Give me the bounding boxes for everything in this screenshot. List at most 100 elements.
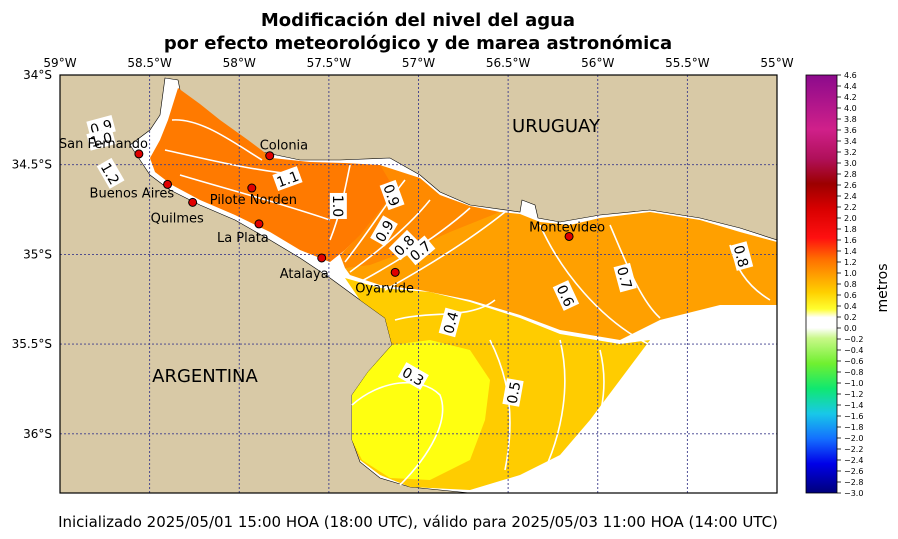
contour-label-bg [86, 127, 116, 151]
colorbar-tick-label: −1.4 [844, 401, 863, 410]
colorbar-tick-label: 2.0 [844, 214, 857, 223]
colorbar-tick-label: 4.4 [844, 82, 857, 91]
contour-label: 1.1 [272, 166, 303, 192]
colorbar-scale [805, 74, 838, 494]
contour-label-bg [96, 157, 125, 189]
colorbar-tick-label: −0.6 [844, 357, 863, 366]
x-tick-label: 57°W [402, 56, 435, 70]
contour-label-text: 0.5 [505, 380, 525, 405]
map-frame [59, 74, 778, 494]
colorbar-ticks: 4.6 4.4 4.2 4.0 3.8 3.6 3.4 3.2 3.0 2.8 2.6 2.4 2.2 2… [837, 71, 863, 498]
colorbar-tick-label: −2.2 [844, 445, 863, 454]
colorbar-tick-label: 0.0 [844, 324, 857, 333]
colorbar-tick-label: −2.4 [844, 456, 863, 465]
colorbar-tick-label: −1.6 [844, 412, 863, 421]
y-tick-label: 36°S [23, 427, 52, 441]
x-tick-label: 56.5°W [486, 56, 531, 70]
colorbar-tick-label: 1.2 [844, 258, 857, 267]
x-tick-label: 55.5°W [665, 56, 710, 70]
contour-label: 0.5 [502, 378, 524, 407]
contour-label: 0.4 [438, 307, 462, 338]
contour-label-bg [552, 280, 580, 311]
colorbar-tick-label: 2.8 [844, 170, 857, 179]
contour-label-text: 0.9 [379, 182, 402, 208]
station-marker [188, 197, 198, 207]
station-label: Oyarvide [355, 281, 414, 296]
x-tick-label: 58.5°W [127, 56, 172, 70]
colorbar-tick-label: 0.4 [844, 302, 857, 311]
x-tick-label: 56°W [581, 56, 614, 70]
contour-label-text: 1.1 [275, 169, 301, 192]
colorbar-tick-label: −2.8 [844, 478, 863, 487]
contour-label-bg [329, 192, 347, 219]
y-axis-ticks: 34°S 34.5°S 35°S 35.5°S 36°S [12, 68, 52, 441]
colorbar-tick-label: 1.8 [844, 225, 857, 234]
region-label-argentina: ARGENTINA [152, 366, 258, 387]
colorbar-tick-label: 2.6 [844, 181, 857, 190]
contour-label-bg [438, 307, 462, 338]
y-tick-label: 35.5°S [12, 337, 52, 351]
station-marker [265, 151, 275, 161]
chart-title-line1: Modificación del nivel del agua [261, 10, 575, 31]
station-label: Montevideo [529, 220, 605, 235]
x-tick-label: 59°W [43, 56, 76, 70]
station-label: Quilmes [151, 211, 204, 226]
field-mid-high [340, 165, 500, 272]
colorbar: 4.6 4.4 4.2 4.0 3.8 3.6 3.4 3.2 3.0 2.8 2.6 2.4 2.2 2… [805, 71, 891, 498]
contour-label: 1.0 [86, 127, 116, 151]
colorbar-tick-label: 4.2 [844, 93, 857, 102]
station-marker [163, 179, 173, 189]
colorbar-tick-label: 3.8 [844, 115, 857, 124]
station-marker [254, 219, 264, 229]
contour-label-bg [730, 241, 754, 271]
gridlines [60, 75, 777, 493]
colorbar-tick-label: 1.4 [844, 247, 857, 256]
station-marker [247, 183, 257, 193]
colorbar-tick-label: 3.0 [844, 159, 857, 168]
colorbar-tick-label: 4.0 [844, 104, 857, 113]
x-axis-ticks: 59°W 58.5°W 58°W 57.5°W 57°W 56.5°W 56°W 55.5°W… [43, 56, 793, 70]
station-label: La Plata [217, 231, 269, 246]
field-low [352, 340, 490, 480]
station-label: Buenos Aires [90, 186, 175, 201]
contour-label-bg [613, 262, 637, 293]
colorbar-tick-label: −1.2 [844, 390, 863, 399]
colorbar-tick-label: 4.6 [844, 71, 857, 80]
colorbar-label: metros [875, 263, 891, 312]
colorbar-tick-label: −0.8 [844, 368, 863, 377]
map-panel: 0.91.01.2 1.11.0 0.90.90.80.70.60.70.80.40… [59, 75, 777, 493]
colorbar-tick-label: 1.6 [844, 236, 857, 245]
stations: San Fernando Buenos Aires Quilmes Pilote No… [59, 137, 605, 296]
station-label: San Fernando [59, 137, 148, 152]
colorbar-tick-label: −3.0 [844, 489, 863, 498]
y-tick-label: 35°S [23, 247, 52, 261]
station-label: Colonia [260, 139, 308, 154]
station-label: Pilote Norden [210, 193, 297, 208]
y-tick-label: 34°S [23, 68, 52, 82]
colorbar-tick-label: 3.4 [844, 137, 857, 146]
field-mid [345, 212, 777, 340]
colorbar-tick-label: 3.6 [844, 126, 857, 135]
contour-label-text: 0.4 [441, 310, 462, 336]
station-marker [390, 267, 400, 277]
contour-label-text: 0.8 [730, 244, 751, 270]
contour-label: 0.9 [379, 179, 405, 211]
contour-label-bg [272, 166, 303, 192]
colorbar-tick-label: 2.2 [844, 203, 857, 212]
contour-label-bg [388, 229, 420, 261]
colorbar-tick-label: −2.0 [844, 434, 863, 443]
contour-label: 0.7 [613, 262, 637, 293]
station-marker [134, 149, 144, 159]
colorbar-tick-label: 2.4 [844, 192, 857, 201]
contour-label-text: 0.7 [613, 265, 634, 291]
colorbar-tick-label: 0.2 [844, 313, 857, 322]
station-marker [564, 231, 574, 241]
contour-label-text: 1.0 [329, 195, 345, 217]
colorbar-tick-label: −0.2 [844, 335, 863, 344]
contour-label: 1.0 [329, 192, 347, 219]
colorbar-tick-label: 0.6 [844, 291, 857, 300]
colorbar-tick-label: −1.0 [844, 379, 863, 388]
chart-title-line2: por efecto meteorológico y de marea astr… [164, 33, 672, 54]
x-tick-label: 58°W [223, 56, 256, 70]
x-tick-label: 57.5°W [307, 56, 352, 70]
